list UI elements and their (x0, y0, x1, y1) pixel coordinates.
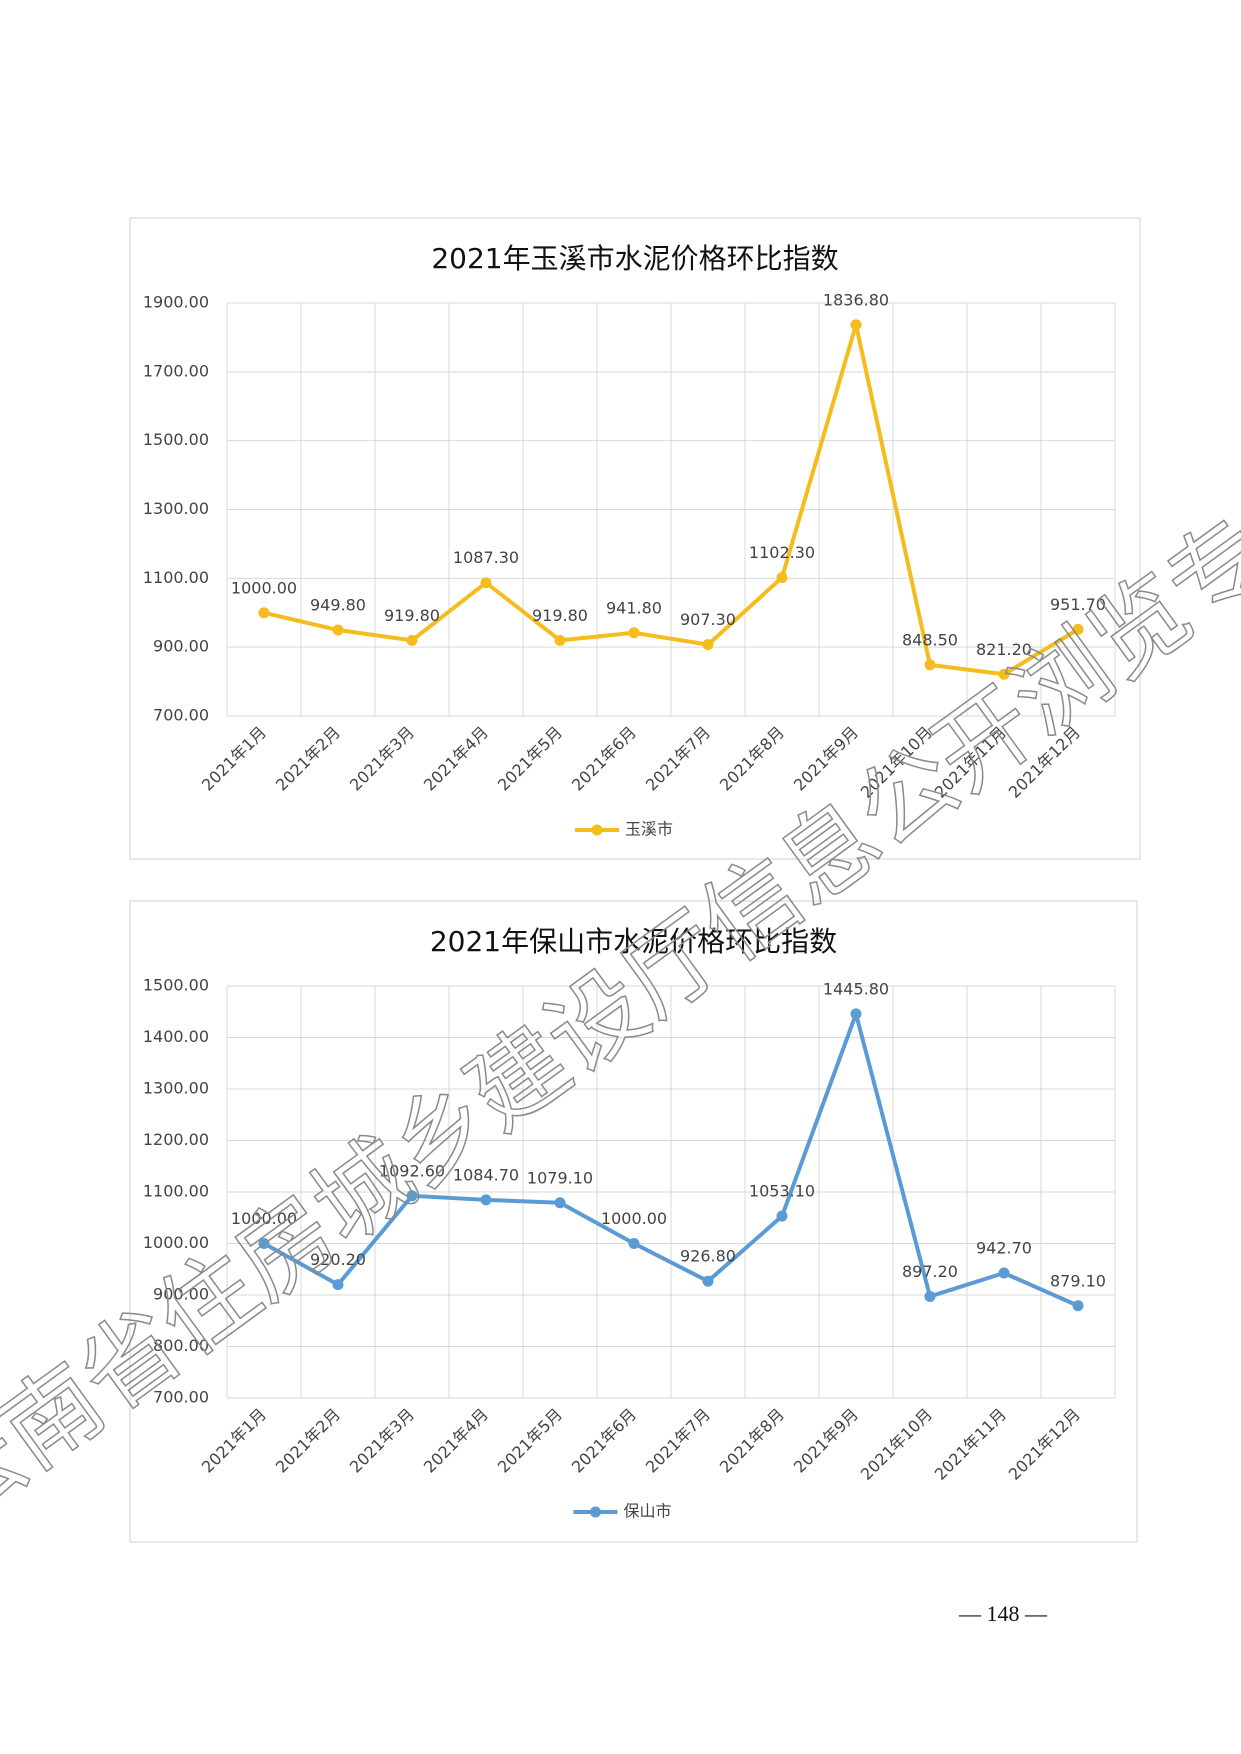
data-label: 879.10 (1050, 1271, 1106, 1290)
point (1072, 1300, 1084, 1312)
legend-label: 玉溪市 (625, 820, 673, 839)
point (702, 639, 714, 651)
point (850, 1008, 862, 1020)
data-label: 920.20 (310, 1250, 366, 1269)
point (924, 659, 936, 671)
data-label: 1079.10 (527, 1168, 593, 1187)
data-label: 1087.30 (453, 548, 519, 567)
y-tick-label: 1400.00 (143, 1027, 209, 1046)
point (406, 1190, 418, 1202)
legend-marker (591, 824, 603, 836)
point (554, 634, 566, 646)
point (776, 572, 788, 584)
data-label: 1102.30 (749, 543, 815, 562)
point (998, 668, 1010, 680)
point (850, 319, 862, 331)
y-tick-label: 1200.00 (143, 1130, 209, 1149)
data-label: 1053.10 (749, 1182, 815, 1201)
point (776, 1210, 788, 1222)
y-tick-label: 900.00 (153, 1285, 209, 1304)
data-label: 1092.60 (379, 1161, 445, 1180)
data-label: 1445.80 (823, 979, 889, 998)
data-label: 897.20 (902, 1262, 958, 1281)
data-label: 919.80 (532, 606, 588, 625)
point (924, 1290, 936, 1302)
data-label: 907.30 (680, 610, 736, 629)
line (263, 322, 1080, 677)
data-label: 926.80 (680, 1247, 736, 1266)
chart-frame (129, 217, 1141, 860)
data-label: 1836.80 (823, 290, 889, 309)
point (628, 1238, 640, 1249)
data-label: 1000.00 (231, 1209, 297, 1228)
point (480, 1194, 492, 1206)
chart-frame (129, 900, 1138, 1543)
y-tick-label: 1100.00 (143, 1182, 209, 1201)
chart-title: 2021年玉溪市水泥价格环比指数 (431, 242, 838, 275)
point (554, 1197, 566, 1209)
y-tick-label: 1300.00 (143, 1079, 209, 1098)
data-label: 1000.00 (601, 1209, 667, 1228)
y-tick-label: 1500.00 (143, 430, 209, 449)
data-label: 942.70 (976, 1239, 1032, 1258)
data-label: 919.80 (384, 606, 440, 625)
y-tick-label: 900.00 (153, 637, 209, 656)
y-tick-label: 1900.00 (143, 293, 209, 312)
point (1072, 623, 1084, 635)
chart-title: 2021年保山市水泥价格环比指数 (430, 925, 837, 958)
data-label: 1084.70 (453, 1165, 519, 1184)
point (258, 1238, 270, 1249)
chart: 2021年保山市水泥价格环比指数 700.00 800.00 900.00 1000.0… (129, 900, 1138, 1543)
y-tick-label: 800.00 (153, 1336, 209, 1355)
point (332, 1279, 344, 1291)
line (263, 1011, 1079, 1308)
y-tick-label: 1500.00 (143, 976, 209, 995)
legend-label: 保山市 (624, 1502, 672, 1521)
page-number: — 148 — (958, 1601, 1048, 1626)
y-tick-label: 1700.00 (143, 361, 209, 380)
data-label: 848.50 (902, 630, 958, 649)
chart: 2021年玉溪市水泥价格环比指数 700.00 900.00 1100.00 1300.… (129, 217, 1141, 860)
point (702, 1275, 714, 1287)
point (628, 627, 640, 639)
data-label: 949.80 (310, 596, 366, 615)
legend-marker (590, 1506, 601, 1518)
data-label: 951.70 (1050, 595, 1106, 614)
data-label: 941.80 (606, 598, 662, 617)
y-tick-label: 1100.00 (143, 568, 209, 587)
point (998, 1267, 1010, 1279)
data-label: 1000.00 (231, 578, 297, 597)
point (406, 634, 418, 646)
point (332, 624, 344, 636)
point (480, 577, 492, 589)
y-tick-label: 700.00 (153, 1388, 209, 1407)
y-tick-label: 1300.00 (143, 499, 209, 518)
y-tick-label: 1000.00 (143, 1233, 209, 1252)
point (258, 607, 270, 619)
y-tick-label: 700.00 (153, 706, 209, 725)
data-label: 821.20 (976, 640, 1032, 659)
